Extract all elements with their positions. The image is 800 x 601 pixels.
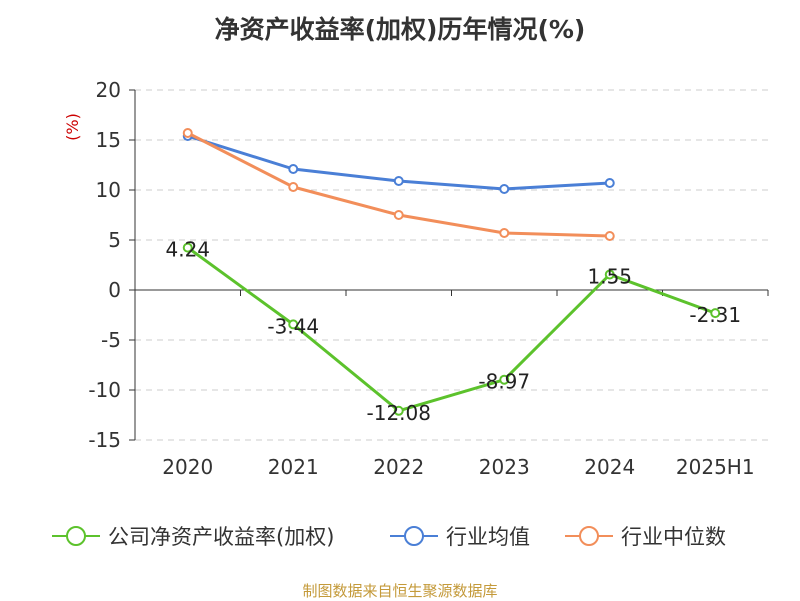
x-tick-label: 2020 xyxy=(162,455,213,479)
data-label: 1.55 xyxy=(587,265,632,289)
source-note: 制图数据来自恒生聚源数据库 xyxy=(302,582,498,600)
legend-item[interactable]: 公司净资产收益率(加权) xyxy=(52,525,334,549)
data-point[interactable] xyxy=(393,210,404,220)
chart-title: 净资产收益率(加权)历年情况(%) xyxy=(214,15,586,44)
legend[interactable]: 公司净资产收益率(加权) 行业均值 行业中位数 xyxy=(52,525,726,549)
y-tick-label: 20 xyxy=(96,78,121,102)
x-tick-label: 2023 xyxy=(479,455,530,479)
x-tick-label: 2021 xyxy=(268,455,319,479)
data-point[interactable] xyxy=(393,405,404,416)
data-point[interactable] xyxy=(288,182,299,192)
legend-label: 行业均值 xyxy=(446,525,530,549)
legend-item[interactable]: 行业中位数 xyxy=(565,525,726,549)
y-tick-label: -10 xyxy=(88,378,121,402)
data-point[interactable] xyxy=(499,184,510,194)
data-point[interactable] xyxy=(393,176,404,186)
data-point[interactable] xyxy=(499,228,510,238)
y-tick-label: 5 xyxy=(108,228,121,252)
data-label: 4.24 xyxy=(165,238,210,262)
data-point[interactable] xyxy=(710,308,721,319)
data-point[interactable] xyxy=(499,374,510,385)
series-lines xyxy=(182,128,721,416)
data-label: -2.31 xyxy=(689,303,741,327)
data-label: -3.44 xyxy=(267,314,319,338)
data-point[interactable] xyxy=(288,319,299,330)
y-tick-label: 0 xyxy=(108,278,121,302)
data-point[interactable] xyxy=(182,128,193,138)
x-tick-label: 2025H1 xyxy=(676,455,755,479)
grid-lines xyxy=(135,89,768,441)
legend-marker xyxy=(66,526,86,546)
data-point[interactable] xyxy=(604,231,615,241)
y-tick-label: -15 xyxy=(88,428,121,452)
data-point[interactable] xyxy=(604,269,615,280)
legend-item[interactable]: 行业均值 xyxy=(390,525,530,549)
y-tick-label: -5 xyxy=(101,328,121,352)
series-line xyxy=(186,246,716,413)
data-point[interactable] xyxy=(604,178,615,188)
x-tick-label: 2024 xyxy=(584,455,635,479)
data-point[interactable] xyxy=(288,164,299,174)
legend-marker xyxy=(579,526,599,546)
legend-label: 行业中位数 xyxy=(621,525,726,549)
legend-marker xyxy=(404,526,424,546)
y-tick-label: 10 xyxy=(96,178,121,202)
data-point[interactable] xyxy=(182,242,193,253)
y-tick-label: 15 xyxy=(96,128,121,152)
y-axis-label: (%) xyxy=(63,113,82,141)
data-label: -12.08 xyxy=(367,401,431,425)
legend-label: 公司净资产收益率(加权) xyxy=(108,525,334,549)
data-labels: 4.24 -3.44 -12.08 -8.97 1.55 -2.31 xyxy=(165,238,741,425)
x-tick-label: 2022 xyxy=(373,455,424,479)
data-label: -8.97 xyxy=(478,370,530,394)
